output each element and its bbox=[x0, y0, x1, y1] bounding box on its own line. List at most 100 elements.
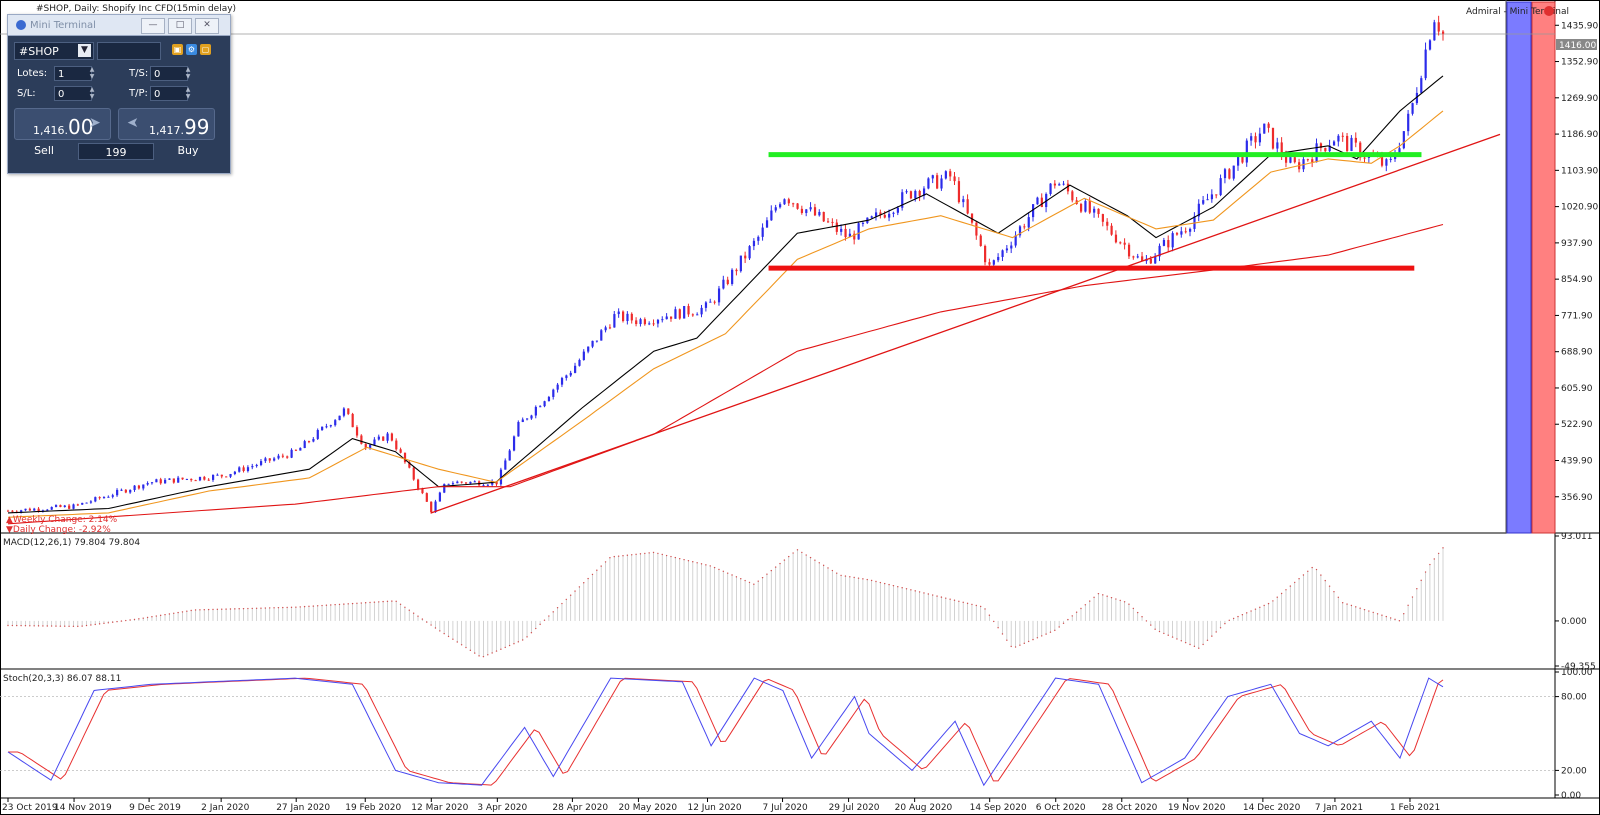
candle-body bbox=[848, 233, 852, 238]
candle-body bbox=[1280, 142, 1283, 156]
gear-icon[interactable]: ⚙ bbox=[186, 44, 197, 55]
window-icon[interactable]: ▢ bbox=[200, 44, 211, 55]
tp-stepper[interactable]: ▲ ▼ bbox=[185, 86, 191, 100]
candle-body bbox=[499, 469, 503, 485]
volume-input[interactable]: 199 bbox=[78, 143, 154, 160]
candle-body bbox=[883, 214, 886, 218]
candle-body bbox=[547, 396, 551, 402]
candle-body bbox=[560, 378, 564, 385]
macd-signal-dot bbox=[535, 627, 537, 630]
moving-average-slow bbox=[7, 223, 1444, 525]
buy-button[interactable]: Buy bbox=[177, 144, 199, 157]
macd-signal-dot bbox=[1215, 631, 1217, 633]
macd-signal-dot bbox=[1381, 614, 1383, 616]
macd-signal-dot bbox=[20, 624, 22, 627]
macd-signal-dot bbox=[687, 560, 690, 562]
candle-body bbox=[1088, 201, 1091, 213]
candle-body bbox=[150, 482, 154, 484]
macd-signal-dot bbox=[836, 572, 838, 574]
macd-signal-dot bbox=[386, 600, 389, 603]
candle-body bbox=[643, 319, 647, 325]
macd-signal-dot bbox=[168, 613, 171, 615]
candle-body bbox=[111, 495, 114, 497]
chart-title: #SHOP, Daily: Shopify Inc CFD(15min dela… bbox=[36, 4, 236, 14]
candle-body bbox=[1389, 158, 1392, 160]
macd-signal-dot bbox=[1254, 608, 1257, 610]
candle-body bbox=[818, 211, 821, 216]
candle-body bbox=[857, 223, 860, 240]
candle-body bbox=[1359, 142, 1362, 158]
symbol-extra-field[interactable] bbox=[97, 42, 161, 60]
macd-signal-dot bbox=[164, 613, 166, 616]
sell-button[interactable]: Sell bbox=[34, 144, 54, 157]
candle-body bbox=[870, 216, 873, 218]
candle-body bbox=[482, 485, 485, 487]
macd-signal-dot bbox=[1027, 640, 1030, 643]
ts-input[interactable]: 0 bbox=[150, 66, 188, 81]
macd-signal-dot bbox=[199, 609, 201, 611]
macd-signal-dot bbox=[447, 635, 450, 638]
restore-button[interactable]: □ bbox=[168, 18, 192, 34]
candle-body bbox=[984, 245, 987, 263]
candle-body bbox=[1363, 157, 1366, 159]
macd-signal-dot bbox=[1071, 615, 1073, 617]
macd-signal-dot bbox=[1141, 616, 1143, 618]
symbol-select[interactable]: #SHOP bbox=[14, 42, 94, 60]
macd-signal-dot bbox=[857, 577, 860, 579]
copy-icon[interactable]: ▣ bbox=[172, 44, 183, 55]
sl-input[interactable]: 0 bbox=[54, 86, 92, 101]
chevron-down-icon[interactable]: ▼ bbox=[78, 44, 91, 57]
candle-body bbox=[1136, 256, 1139, 258]
candle-body bbox=[914, 190, 917, 199]
x-tick-label: 19 Nov 2020 bbox=[1168, 803, 1226, 813]
macd-signal-dot bbox=[1337, 596, 1340, 598]
macd-signal-dot bbox=[356, 602, 358, 604]
candle-body bbox=[59, 505, 62, 508]
macd-signal-dot bbox=[1080, 607, 1082, 610]
close-button[interactable]: ✕ bbox=[195, 18, 219, 34]
y-tick-label: 1103.90 bbox=[1561, 166, 1598, 176]
candle-body bbox=[20, 510, 23, 513]
candle-body bbox=[460, 481, 463, 483]
candle-body bbox=[988, 262, 991, 265]
macd-signal-dot bbox=[1263, 604, 1265, 607]
candle-body bbox=[587, 346, 590, 352]
candle-body bbox=[1289, 157, 1292, 163]
buy-price-big: 99 bbox=[184, 115, 210, 139]
mini-terminal-panel[interactable]: Mini Terminal — □ ✕ #SHOP ▼ ▣ ⚙ ▢ Lotes:… bbox=[7, 14, 231, 174]
macd-signal-dot bbox=[37, 625, 40, 627]
macd-signal-dot bbox=[774, 566, 777, 568]
lots-stepper[interactable]: ▲ ▼ bbox=[89, 66, 95, 80]
macd-signal-dot bbox=[186, 610, 188, 612]
macd-signal-dot bbox=[364, 602, 367, 604]
macd-signal-dot bbox=[138, 618, 140, 620]
ts-stepper[interactable]: ▲ ▼ bbox=[185, 66, 191, 80]
buy-price-box[interactable]: ➤ 1,417.99 bbox=[118, 108, 215, 140]
macd-signal-dot bbox=[910, 589, 912, 591]
macd-signal-dot bbox=[801, 551, 803, 554]
candle-body bbox=[504, 460, 507, 470]
macd-signal-dot bbox=[1433, 558, 1435, 560]
candle-body bbox=[24, 508, 27, 511]
minimize-button[interactable]: — bbox=[141, 18, 165, 34]
macd-signal-dot bbox=[142, 617, 144, 619]
sell-price-box[interactable]: 1,416.00 ➤ bbox=[14, 108, 111, 140]
tp-input[interactable]: 0 bbox=[150, 86, 188, 101]
macd-signal-dot bbox=[818, 562, 820, 564]
candle-body bbox=[312, 438, 315, 442]
candle-body bbox=[268, 458, 271, 461]
moving-average-fast bbox=[7, 75, 1444, 514]
candle-body bbox=[325, 426, 328, 428]
lots-input[interactable]: 1 bbox=[54, 66, 92, 81]
candle-body bbox=[1332, 141, 1336, 146]
x-tick-label: 28 Oct 2020 bbox=[1102, 803, 1158, 813]
macd-signal-dot bbox=[269, 607, 271, 609]
macd-signal-dot bbox=[68, 625, 70, 627]
candle-body bbox=[975, 222, 978, 236]
sl-stepper[interactable]: ▲ ▼ bbox=[89, 86, 95, 100]
macd-signal-dot bbox=[129, 619, 131, 621]
candle-body bbox=[700, 307, 703, 315]
tp-label: T/P: bbox=[129, 88, 148, 99]
candle-body bbox=[334, 420, 337, 426]
